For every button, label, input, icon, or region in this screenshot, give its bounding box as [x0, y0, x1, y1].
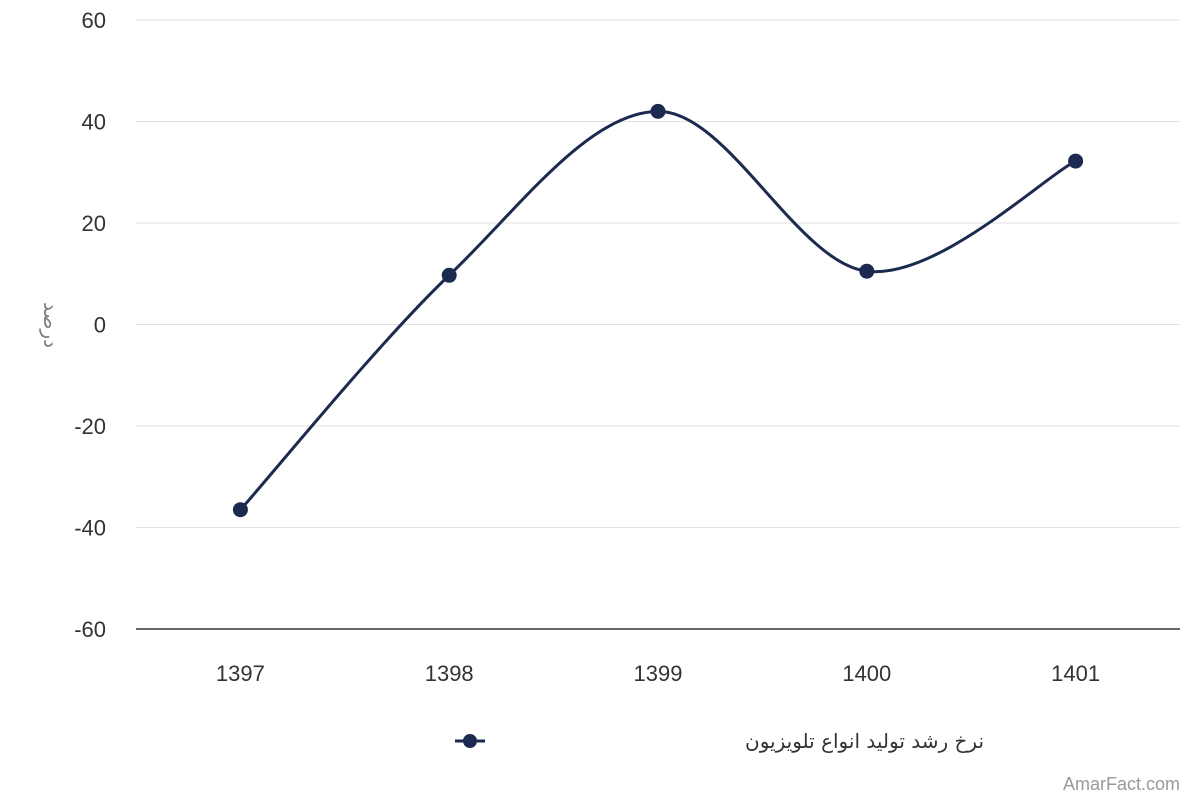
data-point[interactable] — [232, 502, 248, 518]
y-tick-label: 20 — [82, 211, 106, 236]
x-tick-label: 1400 — [842, 661, 891, 686]
y-tick-label: 0 — [94, 313, 106, 338]
x-tick-label: 1401 — [1051, 661, 1100, 686]
y-tick-label: -20 — [74, 414, 106, 439]
series-line — [239, 109, 1077, 511]
y-axis-label: درصد — [39, 302, 63, 348]
y-tick-label: -40 — [74, 516, 106, 541]
legend-label: نرخ رشد تولید انواع تلویزیون — [745, 729, 984, 753]
y-tick-label: -60 — [74, 617, 106, 642]
source-credit[interactable]: AmarFact.com — [1063, 774, 1180, 794]
data-point[interactable] — [1068, 153, 1084, 169]
x-tick-label: 1397 — [216, 661, 265, 686]
y-tick-label: 60 — [82, 8, 106, 33]
gridlines — [136, 19, 1180, 528]
series-layer — [232, 103, 1084, 518]
data-point[interactable] — [859, 263, 875, 279]
y-axis-ticks: 60 40 20 0 -20 -40 -60 — [74, 8, 106, 642]
legend-dot-marker — [463, 734, 477, 748]
legend[interactable]: نرخ رشد تولید انواع تلویزیون — [455, 729, 984, 753]
data-point[interactable] — [441, 267, 457, 283]
x-tick-label: 1398 — [425, 661, 474, 686]
x-tick-label: 1399 — [634, 661, 683, 686]
x-axis-ticks: 1397 1398 1399 1400 1401 — [216, 661, 1100, 686]
y-tick-label: 40 — [82, 110, 106, 135]
data-point[interactable] — [650, 103, 666, 119]
